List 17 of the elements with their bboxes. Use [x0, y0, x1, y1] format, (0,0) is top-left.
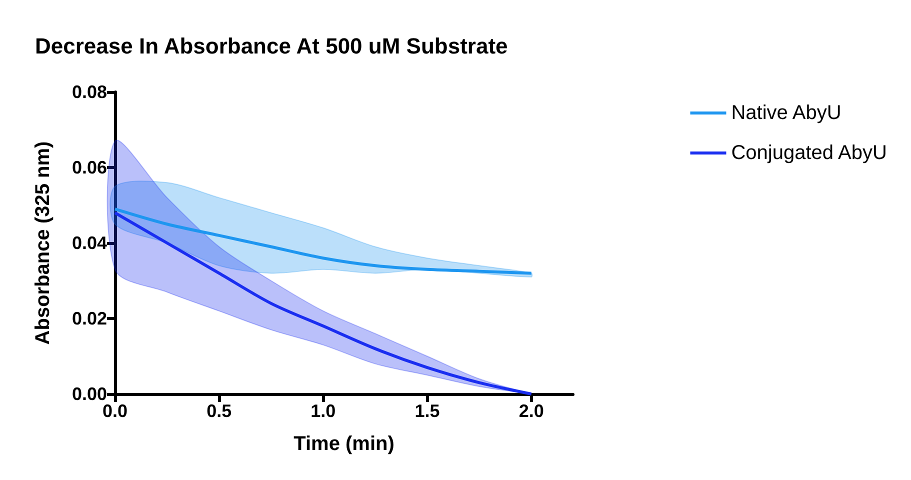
chart-title: Decrease In Absorbance At 500 uM Substrate — [35, 34, 508, 58]
x-axis-title: Time (min) — [294, 433, 394, 455]
y-tick-label: 0.04 — [72, 233, 107, 253]
y-tick-label: 0.08 — [72, 82, 107, 102]
x-tick-label: 0.5 — [206, 401, 232, 421]
x-tick-label: 1.5 — [414, 401, 440, 421]
y-tick-label: 0.02 — [72, 308, 107, 328]
legend-label: Native AbyU — [731, 102, 842, 124]
line-series — [114, 211, 533, 396]
y-tick-label: 0.06 — [72, 158, 107, 178]
line-series — [114, 208, 533, 275]
y-tick-label: 0.00 — [72, 384, 107, 404]
x-tick-label: 2.0 — [518, 401, 544, 421]
x-tick-label: 1.0 — [310, 401, 336, 421]
x-tick-label: 0.0 — [102, 401, 128, 421]
legend-label: Conjugated AbyU — [731, 142, 887, 164]
y-axis-title: Absorbance (325 nm) — [32, 141, 54, 345]
